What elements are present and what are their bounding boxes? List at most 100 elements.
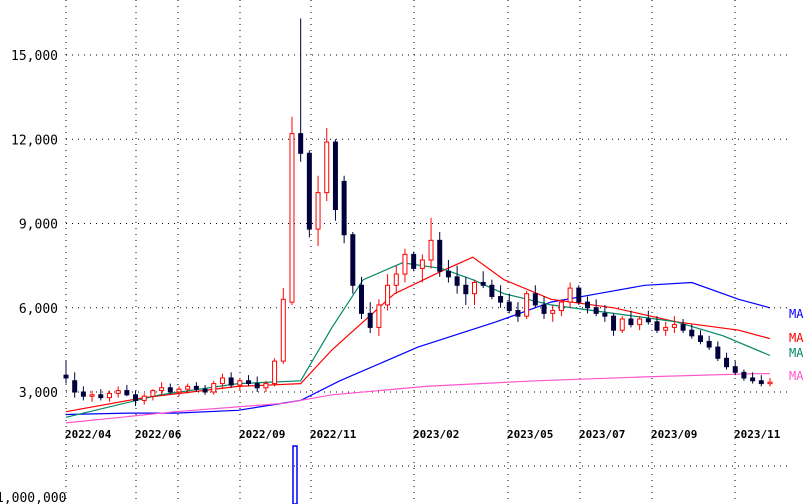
candle-body-down [584, 301, 590, 309]
candle-body-up [263, 383, 269, 389]
candle-body-up [402, 253, 408, 275]
candle-body-down [72, 380, 78, 393]
x-tick-label: 2022/06 [135, 428, 182, 441]
candle-body-up [280, 298, 286, 362]
candle-body-down [367, 312, 373, 328]
candle-body-up [141, 395, 147, 401]
candle-body-up [385, 284, 391, 306]
candle-body-down [715, 346, 721, 359]
candle-body-down [680, 324, 686, 331]
candle-body-down [541, 304, 547, 314]
ma-legend-label: MA [789, 307, 804, 321]
x-tick-label: 2022/04 [65, 428, 112, 441]
candle-body-down [306, 152, 312, 230]
x-tick-label: 2023/05 [507, 428, 553, 441]
candle-body-down [706, 340, 712, 348]
candle-body-down [437, 239, 443, 272]
candle-body-down [645, 318, 651, 323]
y-tick-label: 12,000 [11, 133, 58, 148]
candle-body-down [689, 329, 695, 337]
candle-body-down [628, 318, 634, 326]
candle-body-down [228, 377, 234, 386]
candle-body-up [637, 318, 643, 326]
candle-body-up [671, 324, 677, 328]
candle-body-up [106, 392, 112, 399]
candle-body-down [654, 321, 660, 331]
candle-body-up [767, 381, 773, 385]
candle-body-up [550, 310, 556, 314]
candle-body-up [159, 387, 165, 392]
candle-body-down [254, 383, 260, 389]
candle-body-up [89, 394, 95, 397]
x-axis-labels: 2022/04 2022/06 2022/09 2022/11 2023/02 2023/… [65, 428, 781, 441]
candle-body-down [532, 293, 538, 306]
candle-body-down [298, 133, 304, 154]
candle-body-up [471, 281, 477, 295]
candle-body-up [619, 318, 625, 331]
candle-body-down [463, 284, 469, 295]
y-tick-label: 15,000 [11, 49, 58, 64]
candle-body-down [332, 141, 338, 210]
candle-body-down [758, 380, 764, 385]
candle-body-down [98, 394, 104, 399]
volume-axis-label: 1,000,000 [0, 491, 66, 504]
x-tick-label: 2022/11 [310, 428, 357, 441]
candle-body-down [750, 377, 756, 382]
candle-body-down [350, 234, 356, 286]
candle-body-up [185, 385, 191, 390]
candle-body-down [167, 387, 173, 393]
candle-body-up [315, 192, 321, 230]
candle-body-down [341, 180, 347, 236]
candle-body-up [663, 326, 669, 331]
ma-legend-label: MA [789, 331, 804, 345]
candle-body-up [324, 141, 330, 194]
candle-body-up [219, 377, 225, 385]
candle-body-up [558, 301, 564, 312]
candle-body-up [419, 259, 425, 269]
candle-body-down [359, 284, 365, 314]
x-tick-label: 2022/09 [239, 428, 285, 441]
candle-body-up [150, 390, 156, 397]
candle-body-down [498, 296, 504, 303]
candle-body-down [611, 315, 617, 331]
ma-legend-label: MA [789, 369, 804, 383]
candle-body-up [376, 304, 382, 328]
candlesticks [63, 18, 773, 407]
candle-body-down [489, 284, 495, 298]
candle-body-down [445, 270, 451, 278]
candle-body-down [133, 394, 139, 401]
candle-body-up [211, 383, 217, 393]
candle-body-down [480, 281, 486, 286]
candle-body-down [515, 310, 521, 317]
candle-body-up [393, 273, 399, 286]
candle-body-down [741, 371, 747, 379]
candle-body-down [454, 276, 460, 286]
candle-body-up [272, 360, 278, 385]
y-tick-label: 3,000 [19, 386, 58, 401]
moving-average-lines [65, 256, 771, 424]
y-axis-labels: 3,000 6,000 9,000 12,000 15,000 [11, 49, 58, 401]
candle-body-down [193, 385, 199, 390]
x-tick-label: 2023/09 [651, 428, 697, 441]
y-tick-label: 9,000 [19, 218, 58, 233]
candle-body-down [63, 374, 69, 379]
y-tick-label: 6,000 [19, 302, 58, 317]
candle-body-down [602, 312, 608, 317]
x-tick-label: 2023/07 [579, 428, 625, 441]
x-tick-label: 2023/02 [413, 428, 459, 441]
candle-body-up [115, 390, 121, 394]
x-tick-label: 2023/11 [734, 428, 781, 441]
candle-body-down [411, 253, 417, 269]
candle-body-up [176, 388, 182, 393]
chart-grid [65, 0, 788, 504]
candle-body-down [124, 390, 130, 396]
volume-bar [292, 445, 298, 504]
candle-body-down [506, 301, 512, 312]
candle-body-up [237, 380, 243, 386]
ma-legend-label: MA [789, 346, 804, 360]
candle-body-down [246, 380, 252, 385]
candle-body-down [80, 391, 86, 397]
volume-panel: 1,000,000 [0, 445, 298, 504]
